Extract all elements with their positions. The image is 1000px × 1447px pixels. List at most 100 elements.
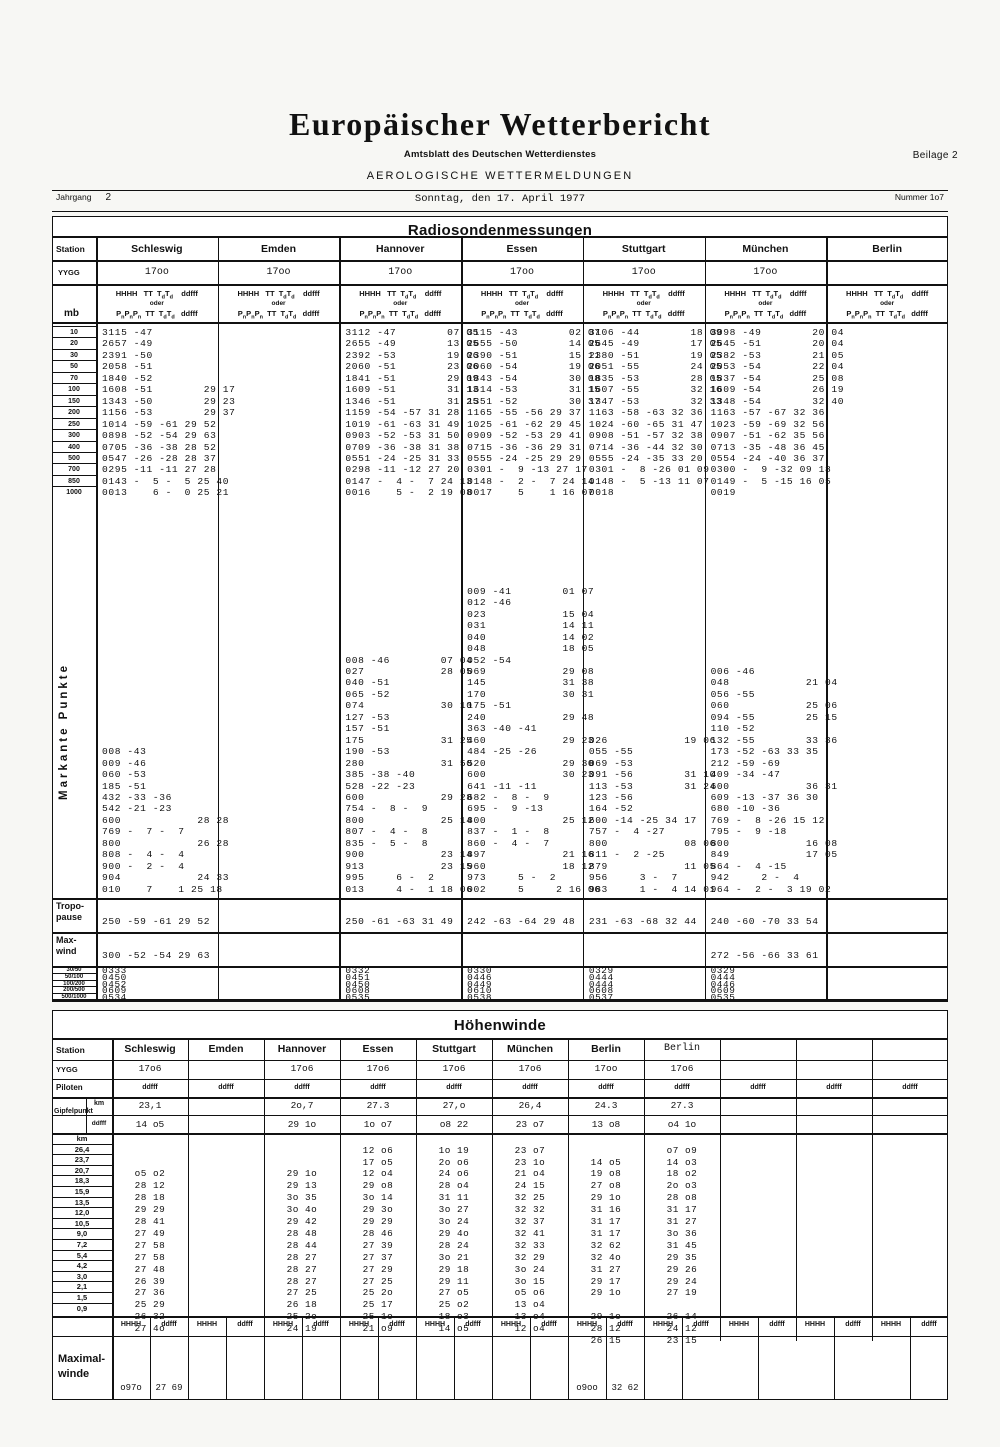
layer-label-50-100: 50/100 xyxy=(52,972,96,980)
pressure-level-150: 150 xyxy=(52,394,96,406)
maxwind-label-line2: wind xyxy=(56,946,77,956)
mw-hhhh-value-0: o97o xyxy=(120,1383,142,1393)
issue-number: Nummer 1o7 xyxy=(894,192,944,202)
radiosonde-column-hannover: 3112 -47 07 05 2655 -49 13 05 2392 -53 1… xyxy=(345,327,479,499)
markante-column-münchen: 006 -46 048 21 04 056 -55 060 25 06 094 … xyxy=(710,666,838,895)
hw-gipfel-ddfff-münchen-5: 23 o7 xyxy=(515,1119,545,1130)
maxwind-label: Max- wind xyxy=(56,935,77,957)
hw-column-berlin2: o7 o9 14 o3 18 o2 2o o3 28 o8 31 17 31 2… xyxy=(666,1144,698,1347)
layer-column-münchen: 0329 0444 0446 0609 0535 xyxy=(710,965,736,1004)
beilage-label: Beilage 2 xyxy=(912,150,958,161)
mw-hhhh-label-5: HHHH xyxy=(500,1321,522,1328)
hw-piloten-emden-1: ddfff xyxy=(218,1084,234,1091)
mw-ddfff-value-0: 27 69 xyxy=(155,1383,183,1393)
column-symbols-oder: oder xyxy=(149,300,164,307)
radiosonde-column-münchen: 3098 -49 20 04 2645 -51 20 04 2382 -53 2… xyxy=(710,327,845,499)
hw-gipfel-km-berlin-6: 24.3 xyxy=(594,1100,618,1111)
hw-km-level-2-1: 2,1 xyxy=(52,1281,112,1292)
hw-gipfel-km-schleswig-0: 23,1 xyxy=(138,1100,162,1111)
yygg-label: YYGG xyxy=(58,268,80,277)
pressure-level-400: 400 xyxy=(52,440,96,452)
mw-hhhh-label-10: HHHH xyxy=(880,1321,902,1328)
mw-ddfff-label-8: ddfff xyxy=(769,1321,785,1328)
mw-ddfff-label-4: ddfff xyxy=(465,1321,481,1328)
tropopause-value-essen: 242 -63 -64 29 48 xyxy=(467,916,576,927)
tropopause-value-münchen: 240 -60 -70 33 54 xyxy=(710,916,819,927)
hw-piloten-empty-9: ddfff xyxy=(826,1084,842,1091)
hw-km-label: km xyxy=(93,1100,105,1107)
hw-station-hannover-2: Hannover xyxy=(277,1043,327,1055)
markante-column-schleswig: 008 -43 009 -46 060 -53 185 -51 432 -33 … xyxy=(102,746,230,895)
hw-km-level-15-9: 15,9 xyxy=(52,1186,112,1197)
pressure-level-700: 700 xyxy=(52,463,96,474)
hw-column-stuttgart: 1o 19 2o o6 24 o6 28 o4 31 11 3o 27 3o 2… xyxy=(438,1144,470,1335)
hw-piloten-berlin-7: ddfff xyxy=(674,1084,690,1091)
radiosonde-table xyxy=(52,216,948,1000)
mw-ddfff-label-10: ddfff xyxy=(921,1321,937,1328)
maxwind-label-line1: Max- xyxy=(56,935,77,945)
hw-column-münchen: 23 o7 23 1o 21 o4 24 15 32 25 32 32 32 3… xyxy=(514,1144,546,1335)
mw-hhhh-value-6: o9oo xyxy=(576,1383,598,1393)
column-symbols-row1: HHHH TT TdTd ddfff xyxy=(359,289,442,301)
layer-column-essen: 0330 0446 0449 0610 0538 xyxy=(467,965,493,1004)
layer-label-100-200: 100/200 xyxy=(52,979,96,987)
hw-km-level-12-0: 12,0 xyxy=(52,1207,112,1218)
pressure-level-1000: 1000 xyxy=(52,486,96,497)
pressure-level-70: 70 xyxy=(52,371,96,383)
hw-gipfel-km-stuttgart-4: 27,o xyxy=(442,1100,466,1111)
hw-time-berlin-6: 17oo xyxy=(594,1063,618,1074)
layer-label-200-500: 200/500 xyxy=(52,986,96,993)
station-label: Station xyxy=(56,244,85,254)
radiosonde-column-schleswig: 3115 -47 2657 -49 2391 -50 2058 -51 1840… xyxy=(102,327,236,499)
mw-ddfff-label-9: ddfff xyxy=(845,1321,861,1328)
hw-time-essen-3: 17o6 xyxy=(366,1063,390,1074)
hw-time-hannover-2: 17o6 xyxy=(290,1063,314,1074)
station-header-münchen: München xyxy=(742,243,789,255)
hw-station-schleswig-0: Schleswig xyxy=(124,1043,176,1055)
hw-km-level-3-0: 3,0 xyxy=(52,1270,112,1282)
column-symbols-row2: PnPnPn TT TdTd ddfff xyxy=(237,309,320,321)
hw-gipfel-km-hannover-2: 2o,7 xyxy=(290,1100,314,1111)
hw-station-stuttgart-4: Stuttgart xyxy=(432,1043,476,1055)
hw-time-münchen-5: 17o6 xyxy=(518,1063,542,1074)
hw-station-berlin-6: Berlin xyxy=(591,1043,621,1055)
tropopause-label-line2: pause xyxy=(56,912,83,922)
tropopause-value-stuttgart: 231 -63 -68 32 44 xyxy=(588,916,697,927)
page-title: Europäischer Wetterbericht xyxy=(288,106,712,142)
mw-ddfff-label-1: ddfff xyxy=(237,1321,253,1328)
column-symbols-oder: oder xyxy=(514,300,530,307)
hw-gipfel-ddfff-berlin-7: o4 1o xyxy=(667,1119,697,1130)
hw-station-label: Station xyxy=(56,1045,85,1055)
pressure-level-250: 250 xyxy=(52,417,96,429)
mw-hhhh-label-6: HHHH xyxy=(576,1321,598,1328)
jahrgang: Jahrgang 2 xyxy=(56,192,111,203)
layer-label-500-1000: 500/1000 xyxy=(52,993,96,1000)
hw-piloten-empty-8: ddfff xyxy=(750,1084,766,1091)
column-symbols-row1: HHHH TT TdTd ddfff xyxy=(237,289,320,301)
hw-station-emden-1: Emden xyxy=(208,1043,244,1055)
hoehenwinde-table xyxy=(52,1010,948,1400)
column-symbols-oder: oder xyxy=(636,300,651,307)
hw-km-level-9-0: 9,0 xyxy=(52,1228,112,1239)
hw-station-essen-3: Essen xyxy=(362,1043,394,1055)
column-symbols-row2: PnPnPn TT TdTd ddfff xyxy=(724,309,807,321)
pressure-level-30: 30 xyxy=(52,348,96,360)
markante-punkte-label: Markante Punkte xyxy=(58,662,70,800)
masthead-subtitle: Amtsblatt des Deutschen Wetterdienstes xyxy=(403,149,597,160)
pressure-level-20: 20 xyxy=(52,337,96,348)
maximalwinde-label-line2: winde xyxy=(58,1368,90,1380)
mw-hhhh-label-9: HHHH xyxy=(804,1321,826,1328)
maxwind-value-schleswig: 300 -52 -54 29 63 xyxy=(102,950,211,961)
tropopause-value-hannover: 250 -61 -63 31 49 xyxy=(345,916,454,927)
hw-gipfel-km-essen-3: 27.3 xyxy=(366,1100,390,1111)
hw-km-level-7-2: 7,2 xyxy=(52,1239,112,1250)
hoehenwinde-band-title: Höhenwinde xyxy=(453,1017,547,1034)
markante-column-stuttgart: 026 19 06 055 -55 069 -53 091 -56 31 10 … xyxy=(588,734,716,895)
column-symbols-row2: PnPnPn TT TdTd ddfff xyxy=(602,309,685,321)
layer-label-30-50: 30/50 xyxy=(52,966,96,973)
mw-ddfff-label-0: ddfff xyxy=(161,1321,177,1328)
mw-hhhh-label-4: HHHH xyxy=(424,1321,446,1328)
mw-ddfff-label-7: ddfff xyxy=(693,1321,709,1328)
layer-column-stuttgart: 0329 0444 0444 0608 0537 xyxy=(588,965,614,1004)
